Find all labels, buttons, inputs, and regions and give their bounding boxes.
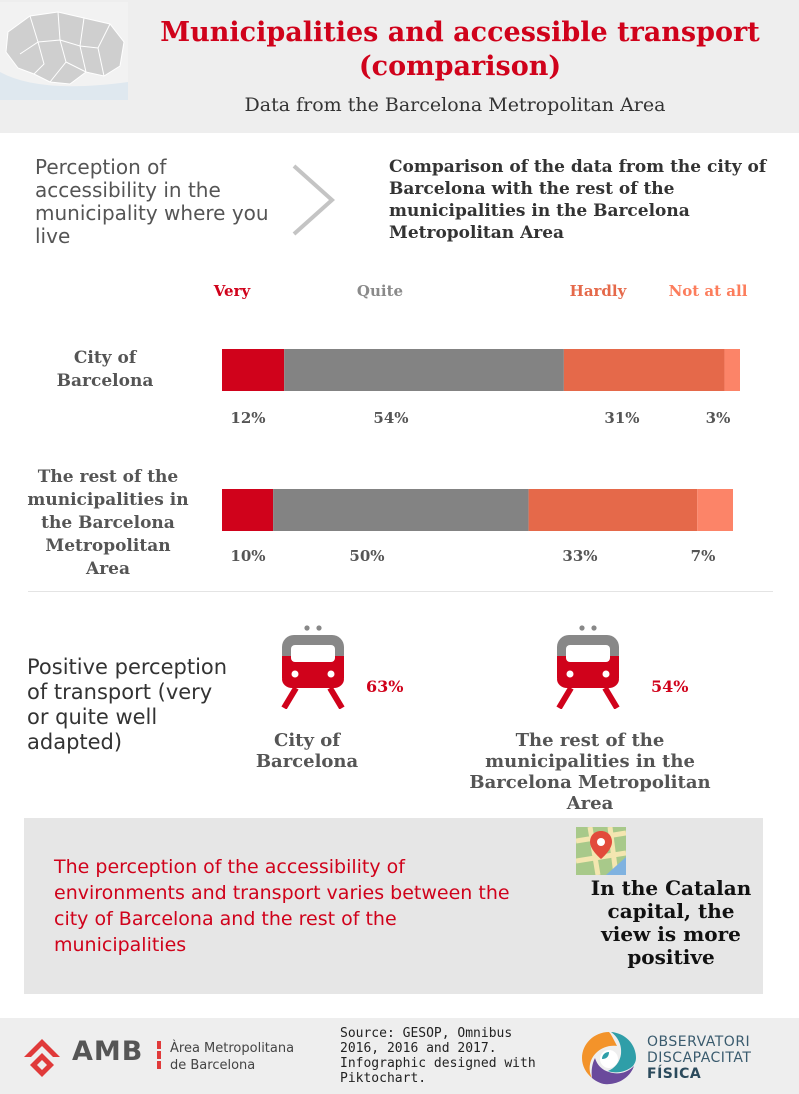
bar-segment [697,489,733,531]
amb-logo-text: AMB [72,1036,144,1067]
chevron-right-icon [292,164,335,236]
amb-logo-icon [24,1039,60,1077]
observatori-logo-text: OBSERVATORI DISCAPACITAT FÍSICA [647,1034,777,1082]
section-divider [28,591,773,592]
amb-logo-name: Àrea Metropolitana de Barcelona [170,1041,295,1073]
observatori-line1: OBSERVATORI [647,1034,751,1050]
row-label: City of Barcelona [57,348,154,391]
bar-segment [222,489,274,531]
bar-segment [284,349,564,391]
train-icon [556,625,620,709]
observatori-logo-icon [582,1032,636,1085]
value-label: 50% [349,547,384,565]
transport-value-rest: 54% [651,677,689,696]
footer-band [0,1018,799,1094]
conclusion-highlight: In the Catalan capital, the view is more… [590,876,752,969]
map-thumbnail-icon [0,2,128,100]
legend-item: Very [213,282,252,300]
amb-logo-divider [157,1041,161,1069]
value-label: 12% [230,409,265,427]
value-label: 31% [604,409,639,427]
intro-question: Perception of accessibility in the munic… [35,155,269,248]
transport-value-barcelona: 63% [366,677,404,696]
train-icon [281,625,345,709]
value-label: 54% [373,409,408,427]
transport-heading: Positive perception of transport (very o… [27,655,228,754]
chart-rows: City of Barcelona 12% 54% 31% 3% The rest of t… [27,348,740,579]
transport-label-barcelona: City of Barcelona [255,730,359,772]
page-title: Municipalities and accessible transport … [160,17,760,82]
bar-segment [222,349,285,391]
conclusion-text: The perception of the accessibility of e… [54,856,510,956]
page-subtitle: Data from the Barcelona Metropolitan Are… [244,94,666,116]
bar-segment [563,349,725,391]
observatori-line3: FÍSICA [647,1066,702,1082]
value-label: 3% [706,409,731,427]
stacked-bar-chart: Very Quite Hardly Not at all City of Barcelo… [27,282,748,579]
header-band [0,0,799,133]
chart-legend: Very Quite Hardly Not at all [213,282,748,300]
legend-item: Hardly [570,282,628,300]
bar-segment [528,489,698,531]
row-label: The rest of the municipalities in the Barc… [27,467,188,579]
source-note: Source: GESOP, Omnibus 2016, 2016 and 20… [340,1026,536,1086]
intro-description: Comparison of the data from the city of … [389,157,767,243]
legend-item: Quite [357,282,403,300]
observatori-line2: DISCAPACITAT [647,1050,752,1066]
value-label: 10% [230,547,265,565]
map-pin-icon [576,827,626,875]
bar-segment [273,489,529,531]
conclusion-box [24,818,763,994]
value-label: 33% [562,547,597,565]
value-label: 7% [691,547,716,565]
legend-item: Not at all [669,282,748,300]
bar-segment [724,349,740,391]
transport-label-rest: The rest of the municipalities in the Ba… [469,730,711,814]
